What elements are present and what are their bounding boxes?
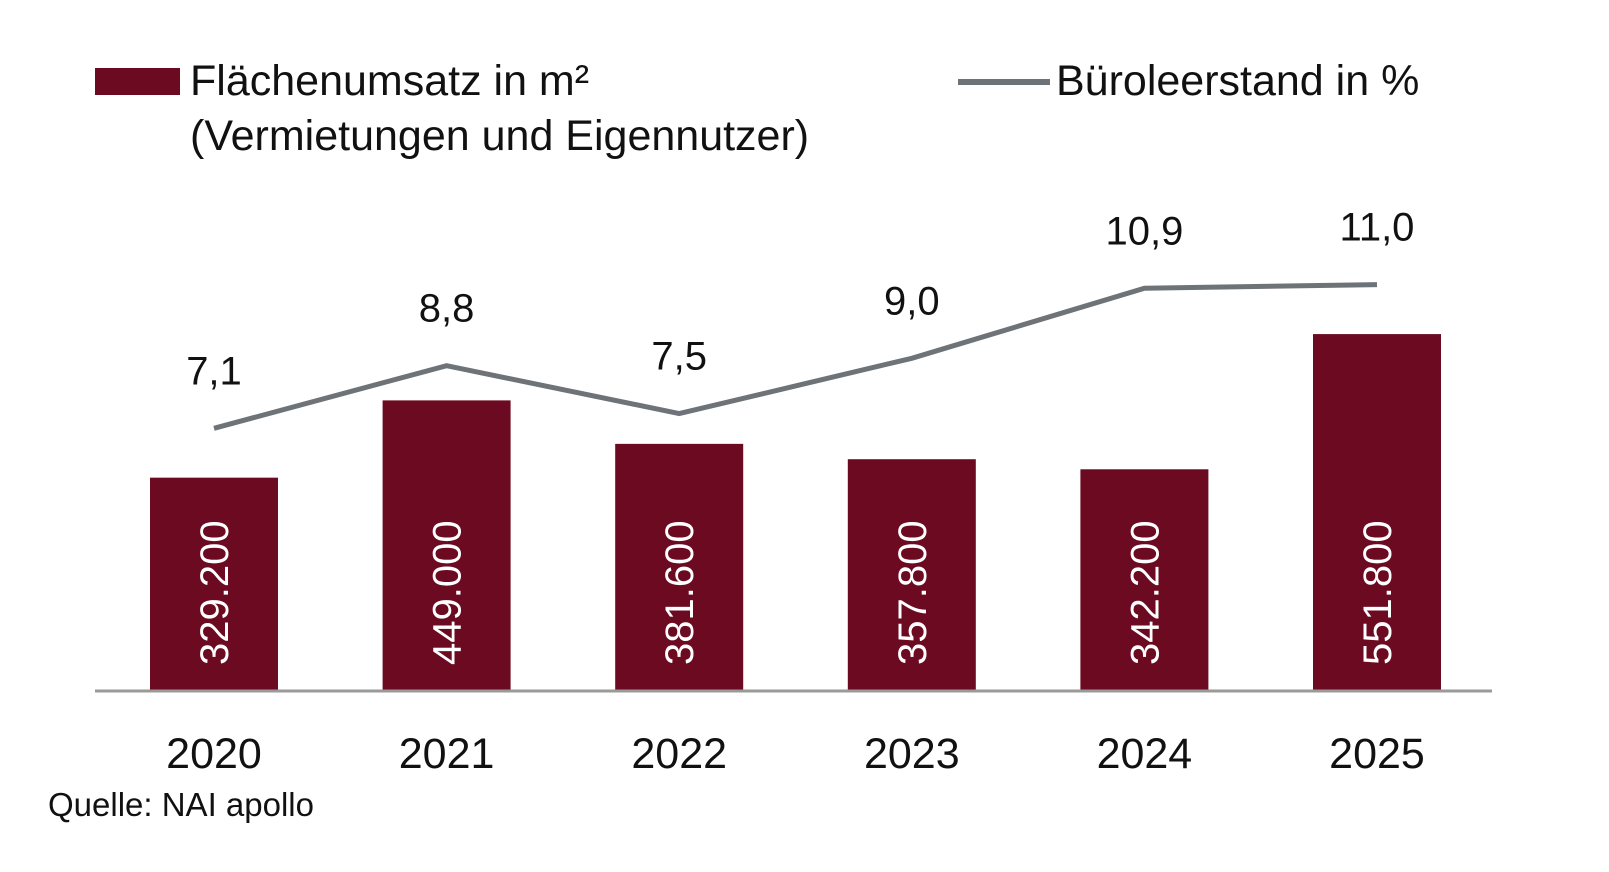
line-value-label-2023: 9,0 [884,279,940,323]
line-value-label-2025: 11,0 [1340,206,1415,250]
legend-bar-swatch [95,68,180,95]
bar-value-label-2020: 329.200 [193,520,237,665]
x-tick-2021: 2021 [399,730,495,778]
line-value-label-2021: 8,8 [419,287,475,331]
source-note: Quelle: NAI apollo [48,786,314,823]
bar-2023 [847,459,976,690]
bar-value-label-2021: 449.000 [426,520,470,665]
legend-bar-label-line1: Flächenumsatz in m² [190,57,590,105]
bar-value-label-2024: 342.200 [1123,520,1167,665]
bar-value-label-2025: 551.800 [1356,520,1400,665]
bar-value-label-2022: 381.600 [658,520,702,665]
x-tick-2022: 2022 [631,730,727,778]
legend-line-label: Büroleerstand in % [1056,57,1420,105]
legend-bar-label: Flächenumsatz in m² (Vermietungen und Ei… [190,54,809,164]
x-tick-2023: 2023 [864,730,960,778]
bar-2021 [382,400,511,690]
bar-2020 [150,477,278,690]
vacancy-line [213,282,1378,431]
line-value-label-2022: 7,5 [651,335,707,379]
x-tick-2025: 2025 [1329,730,1425,778]
bar-value-label-2023: 357.800 [891,520,935,665]
bar-2025 [1313,334,1441,690]
x-tick-2020: 2020 [166,730,262,778]
bar-2024 [1080,469,1209,690]
bar-2022 [615,443,744,690]
legend-bar-label-line2: (Vermietungen und Eigennutzer) [190,112,810,160]
line-value-label-2020: 7,1 [186,349,242,393]
line-value-label-2024: 10,9 [1105,209,1183,253]
x-tick-2024: 2024 [1097,730,1193,778]
